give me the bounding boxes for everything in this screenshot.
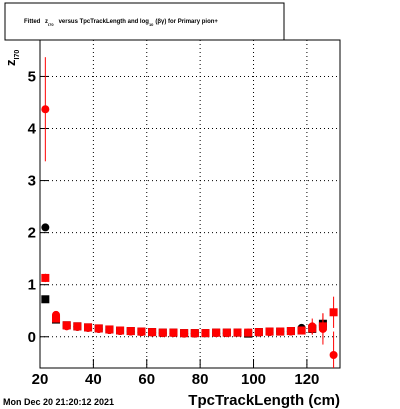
- title-box: [4, 2, 285, 41]
- marker: [286, 327, 295, 336]
- y-label-part: I70: [14, 50, 21, 60]
- marker: [265, 328, 274, 337]
- title-part: z: [45, 19, 48, 25]
- marker: [244, 328, 253, 337]
- x-tick-label: 60: [138, 371, 155, 388]
- marker: [190, 329, 199, 338]
- marker: [41, 273, 50, 282]
- title-part: 10: [149, 22, 154, 27]
- marker: [233, 328, 242, 337]
- marker: [201, 329, 210, 338]
- marker: [41, 223, 50, 232]
- marker: [94, 324, 103, 333]
- y-axis-label: zI70: [3, 50, 21, 66]
- y-label-part: z: [3, 59, 18, 66]
- marker: [73, 322, 82, 331]
- marker: [62, 322, 71, 331]
- marker: [52, 310, 61, 319]
- timestamp: Mon Dec 20 21:20:12 2021: [3, 397, 114, 407]
- x-axis-label: TpcTrackLength (cm): [188, 392, 340, 409]
- x-tick-label: 120: [294, 371, 319, 388]
- marker: [222, 329, 231, 338]
- y-tick-label: 4: [28, 121, 37, 138]
- marker: [105, 325, 114, 334]
- marker: [212, 329, 221, 338]
- marker: [276, 327, 285, 336]
- title-part: versus TpcTrackLength and log: [59, 19, 150, 25]
- x-tick-label: 40: [85, 371, 102, 388]
- marker: [297, 326, 306, 335]
- marker: [254, 328, 263, 337]
- marker: [158, 329, 167, 338]
- marker: [180, 329, 189, 338]
- marker: [329, 308, 338, 317]
- marker: [148, 328, 157, 337]
- marker: [318, 324, 327, 333]
- marker: [137, 328, 146, 337]
- marker: [169, 329, 178, 338]
- y-tick-label: 0: [28, 329, 36, 346]
- marker: [329, 350, 338, 359]
- title-part: Fitted: [24, 19, 41, 25]
- x-tick-label: 100: [241, 371, 266, 388]
- marker: [308, 322, 317, 331]
- chart-title: Fitted zI70 versus TpcTrackLength and log…: [24, 19, 218, 27]
- marker: [84, 323, 93, 332]
- marker: [41, 105, 50, 114]
- y-tick-label: 5: [28, 68, 36, 85]
- marker: [126, 327, 135, 336]
- title-part: I70: [48, 22, 54, 27]
- x-tick-label: 80: [192, 371, 209, 388]
- y-tick-label: 2: [28, 225, 36, 242]
- y-tick-label: 3: [28, 173, 36, 190]
- y-tick-label: 1: [28, 277, 36, 294]
- title-part: (βγ) for Primary pion+: [155, 19, 218, 25]
- x-tick-label: 20: [32, 371, 49, 388]
- marker: [41, 295, 50, 304]
- marker: [116, 327, 125, 336]
